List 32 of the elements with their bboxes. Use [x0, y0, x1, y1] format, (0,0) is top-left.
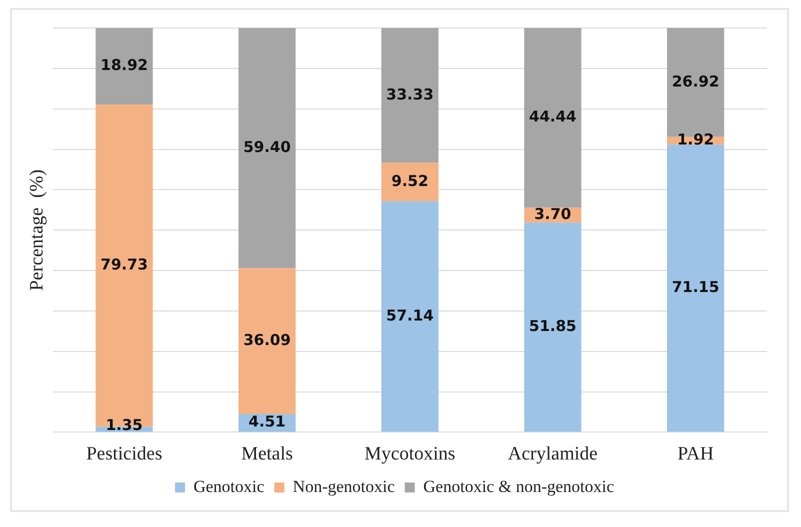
- data-label: 71.15: [672, 278, 720, 296]
- bar: [667, 144, 724, 432]
- data-label: 36.09: [243, 330, 291, 349]
- bar: [381, 201, 438, 432]
- data-label: 57.14: [386, 306, 434, 324]
- bar: [96, 28, 153, 104]
- data-label: 44.44: [529, 108, 576, 126]
- bar: [381, 28, 438, 163]
- data-label: 1.92: [677, 130, 714, 149]
- bar: [238, 268, 296, 414]
- legend-label: Genotoxic & non-genotoxic: [423, 476, 614, 496]
- data-label: 51.85: [529, 317, 576, 336]
- data-label: 59.40: [243, 138, 291, 156]
- x-tick-label: Acrylamide: [508, 444, 598, 465]
- data-label: 9.52: [391, 172, 428, 190]
- x-tick-label: Mycotoxins: [364, 444, 456, 465]
- data-label: 33.33: [386, 85, 434, 104]
- bar: [524, 222, 582, 432]
- y-axis-title: Percentage (%): [26, 169, 48, 291]
- data-label: 3.70: [534, 205, 572, 224]
- data-label: 4.51: [248, 412, 286, 431]
- legend-label: Genotoxic: [193, 476, 265, 496]
- x-tick-label: PAH: [677, 444, 714, 465]
- data-label: 26.92: [672, 72, 720, 90]
- bar: [238, 28, 296, 268]
- bar: [524, 28, 582, 208]
- data-label: 18.92: [100, 56, 148, 74]
- data-label: 1.35: [106, 416, 143, 434]
- data-label: 79.73: [100, 256, 148, 274]
- x-tick-label: Metals: [241, 444, 293, 465]
- x-tick-label: Pesticides: [86, 444, 162, 465]
- legend-label: Non-genotoxic: [292, 476, 396, 496]
